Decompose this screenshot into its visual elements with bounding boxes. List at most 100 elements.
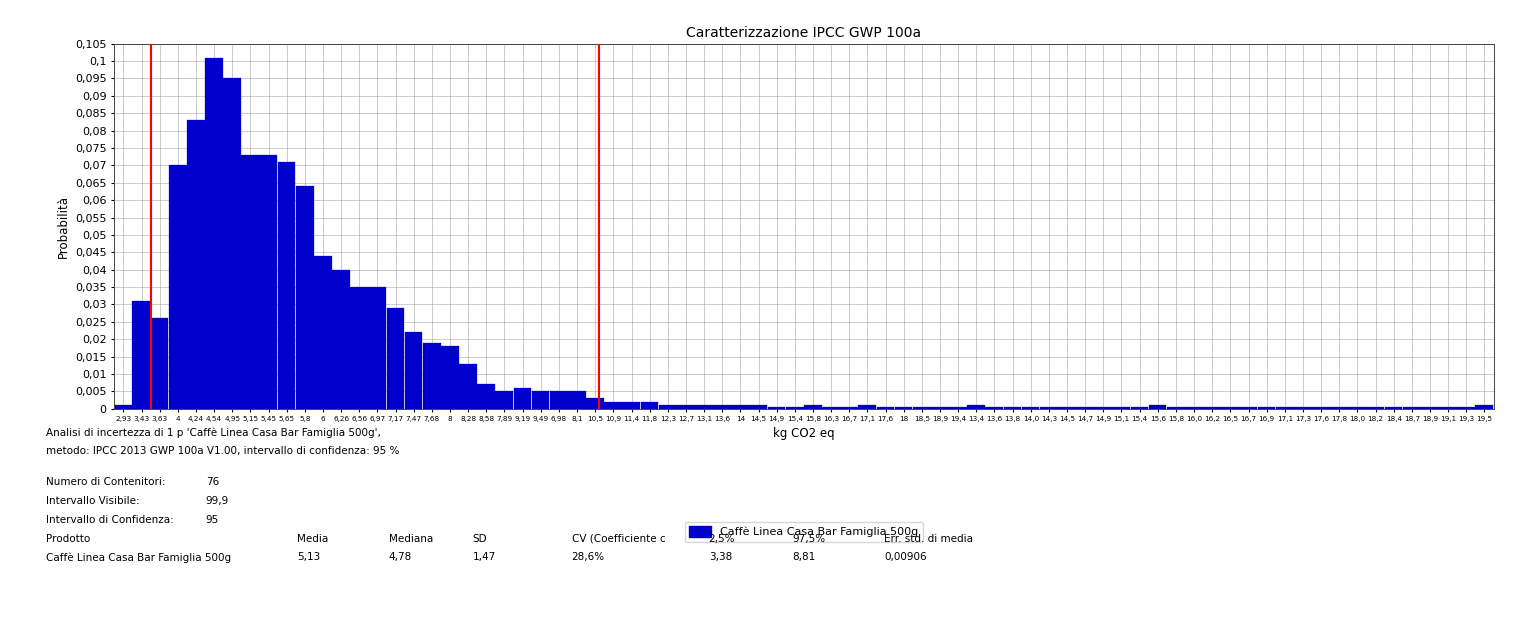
Bar [640,402,658,409]
Bar [732,405,750,409]
Bar [1349,407,1366,409]
Bar [986,407,1003,409]
Text: 99,9: 99,9 [206,496,229,506]
Bar [1276,407,1294,409]
Bar [405,332,422,409]
Bar [1149,405,1166,409]
Bar [587,398,604,409]
Bar [1420,407,1439,409]
Bar [1330,407,1347,409]
Bar [840,407,858,409]
Text: 0,00906: 0,00906 [884,552,927,562]
Text: Numero di Contenitori:: Numero di Contenitori: [46,477,165,487]
Bar [206,57,223,409]
Text: 95: 95 [206,515,219,525]
Bar [1221,407,1239,409]
Bar [1076,407,1094,409]
Bar [1058,407,1076,409]
Bar [459,364,477,409]
Bar [151,318,168,409]
Text: 97,5%: 97,5% [792,534,826,544]
Bar [1003,407,1021,409]
Bar [187,120,204,409]
Bar [750,405,767,409]
Bar [821,407,840,409]
Bar [369,287,386,409]
Text: Intervallo Visibile:: Intervallo Visibile: [46,496,139,506]
Text: 5,13: 5,13 [297,552,320,562]
Bar [351,287,367,409]
Bar [713,405,732,409]
Bar [858,405,876,409]
Bar [968,405,985,409]
Bar [514,388,532,409]
X-axis label: kg CO2 eq: kg CO2 eq [773,427,835,439]
Bar [677,405,695,409]
Bar [241,155,259,409]
Text: Caffè Linea Casa Bar Famiglia 500g: Caffè Linea Casa Bar Famiglia 500g [46,552,230,563]
Text: metodo: IPCC 2013 GWP 100a V1.00, intervallo di confidenza: 95 %: metodo: IPCC 2013 GWP 100a V1.00, interv… [46,446,399,456]
Bar [1294,407,1312,409]
Bar [440,346,459,409]
Bar [314,256,332,409]
Legend: Caffè Linea Casa Bar Famiglia 500g: Caffè Linea Casa Bar Famiglia 500g [684,522,924,542]
Bar [658,405,677,409]
Bar [495,391,514,409]
Bar [223,79,241,409]
Bar [277,162,296,409]
Bar [1113,407,1131,409]
Bar [1167,407,1184,409]
Bar [332,270,351,409]
Bar [1257,407,1276,409]
Text: 28,6%: 28,6% [572,552,605,562]
Bar [568,391,585,409]
Bar [786,407,803,409]
Bar [259,155,277,409]
Text: 2,5%: 2,5% [709,534,735,544]
Text: Prodotto: Prodotto [46,534,90,544]
Bar [931,407,949,409]
Bar [296,186,314,409]
Bar [133,301,151,409]
Bar [1475,405,1494,409]
Text: 3,38: 3,38 [709,552,732,562]
Bar [949,407,966,409]
Bar [1312,407,1330,409]
Bar [1094,407,1113,409]
Text: 4,78: 4,78 [389,552,411,562]
Bar [1439,407,1457,409]
Text: Err. std. di media: Err. std. di media [884,534,972,544]
Bar [1385,407,1402,409]
Bar [1457,407,1475,409]
Bar [805,405,821,409]
Bar [622,402,640,409]
Bar [1202,407,1221,409]
Bar [1367,407,1384,409]
Bar [1186,407,1202,409]
Text: SD: SD [472,534,488,544]
Bar [550,391,567,409]
Y-axis label: Probabilità: Probabilità [56,195,70,258]
Bar [1131,407,1149,409]
Text: 76: 76 [206,477,219,487]
Bar [895,407,913,409]
Bar [1039,407,1058,409]
Title: Caratterizzazione IPCC GWP 100a: Caratterizzazione IPCC GWP 100a [686,26,922,40]
Text: Media: Media [297,534,329,544]
Bar [1239,407,1257,409]
Bar [1021,407,1039,409]
Bar [913,407,931,409]
Text: 1,47: 1,47 [472,552,495,562]
Text: 8,81: 8,81 [792,552,815,562]
Bar [169,165,186,409]
Bar [387,308,404,409]
Text: Mediana: Mediana [389,534,433,544]
Bar [477,384,495,409]
Text: Intervallo di Confidenza:: Intervallo di Confidenza: [46,515,174,525]
Bar [422,343,440,409]
Bar [695,405,713,409]
Bar [114,405,133,409]
Bar [532,391,550,409]
Bar [876,407,895,409]
Bar [1402,407,1420,409]
